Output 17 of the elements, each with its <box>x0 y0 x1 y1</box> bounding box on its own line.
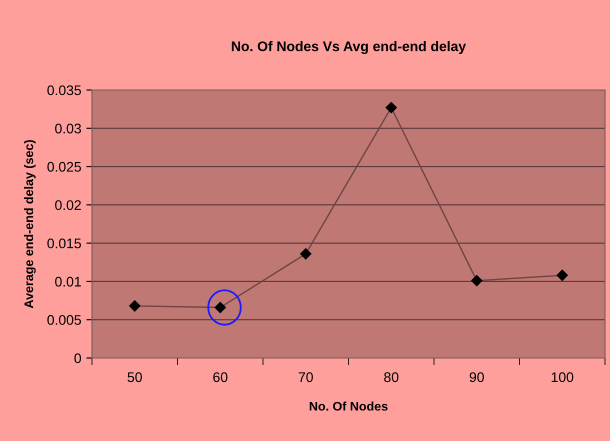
y-tick-label: 0.005 <box>47 315 82 325</box>
y-tick-label: 0.035 <box>47 85 82 96</box>
y-tick-label: 0 <box>74 353 82 364</box>
x-axis-title: No. Of Nodes <box>310 402 388 411</box>
y-tick-label: 0.01 <box>55 276 81 287</box>
x-tick-label: 50 <box>128 372 142 382</box>
x-tick-label: 100 <box>552 372 574 382</box>
y-tick-label: 0.02 <box>55 200 81 210</box>
y-tick-label: 0.03 <box>55 124 81 134</box>
chart-title: No. Of Nodes Vs Avg end-end delay <box>232 41 466 54</box>
x-tick-label: 60 <box>213 372 228 382</box>
x-tick-label: 80 <box>384 372 398 382</box>
y-tick-label: 0.015 <box>47 238 82 248</box>
x-tick-label: 70 <box>298 372 313 382</box>
y-axis-title: Average end-end delay (sec) <box>24 140 36 308</box>
y-tick-label: 0.025 <box>47 162 82 172</box>
x-tick-label: 90 <box>470 372 484 382</box>
